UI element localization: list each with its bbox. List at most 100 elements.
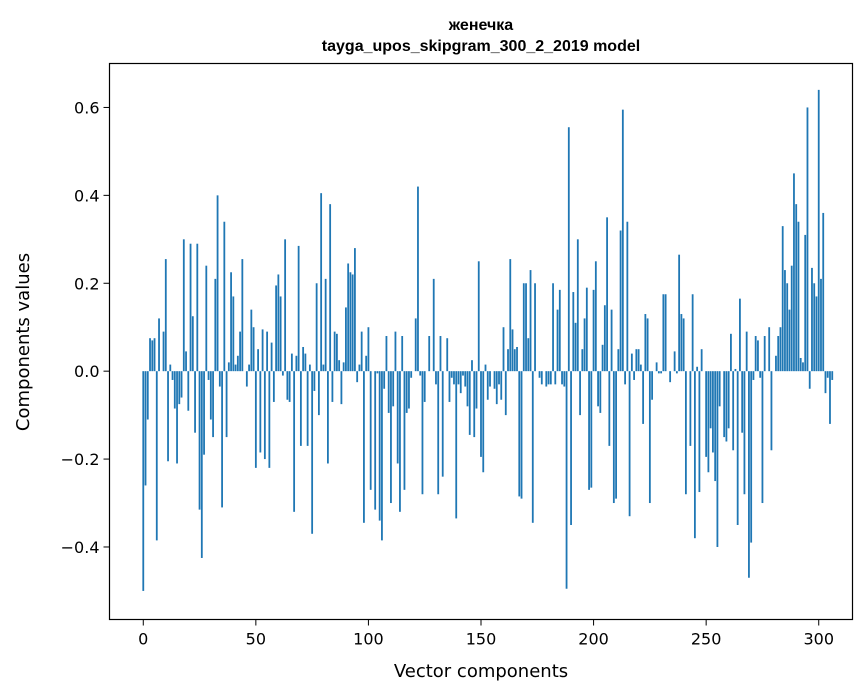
bar [241, 259, 244, 372]
bar [714, 371, 717, 482]
bar [763, 336, 766, 372]
bar [189, 243, 192, 372]
bar [682, 318, 685, 372]
bar [768, 327, 771, 372]
bar [358, 364, 361, 372]
bar [403, 371, 406, 490]
bar [259, 371, 262, 453]
bar [824, 371, 827, 394]
bar [525, 283, 527, 372]
bar [266, 331, 269, 372]
bar [637, 349, 640, 372]
bar [673, 351, 676, 372]
bar [315, 283, 318, 372]
bar [223, 221, 226, 372]
bar [795, 204, 798, 372]
bar [209, 371, 212, 420]
bar [680, 314, 683, 372]
bar [788, 309, 791, 372]
bar [284, 239, 287, 372]
bar [790, 265, 793, 372]
bar [203, 371, 205, 455]
bar [374, 371, 377, 510]
bar [621, 109, 624, 372]
bar [162, 331, 165, 372]
bar [421, 371, 424, 495]
x-tick-label: 250 [691, 630, 722, 649]
bar [786, 283, 789, 372]
bar [759, 371, 762, 378]
bar [603, 305, 606, 372]
bar [480, 371, 482, 457]
bar [628, 371, 631, 517]
bar [752, 371, 755, 380]
bar [784, 270, 786, 372]
bar [457, 371, 460, 385]
bar [693, 371, 696, 539]
bar [153, 338, 156, 372]
bar [518, 371, 521, 497]
bar [799, 357, 802, 372]
bar [815, 296, 818, 372]
bar [369, 371, 372, 490]
bar [185, 351, 187, 372]
bar [781, 226, 784, 372]
bar [588, 371, 590, 490]
bar [468, 371, 471, 435]
bar [754, 336, 757, 372]
bar [651, 371, 654, 400]
bar [475, 371, 478, 409]
bar [826, 371, 829, 378]
bar [558, 289, 561, 372]
bar [432, 278, 435, 372]
x-tick-label: 100 [353, 630, 384, 649]
bar [281, 371, 284, 376]
chart-title: женечка [448, 17, 513, 34]
bar [624, 371, 626, 385]
bar [615, 371, 617, 499]
bar [770, 371, 773, 451]
bar [381, 371, 383, 541]
bar [736, 371, 739, 525]
bar [630, 353, 633, 372]
bar [459, 371, 462, 394]
bar [439, 336, 442, 372]
bar [297, 245, 300, 372]
bar [144, 371, 147, 486]
bar [322, 364, 325, 372]
x-axis-ticks: 0 50 100 150 200 250 300 [138, 619, 834, 649]
bar [642, 371, 645, 424]
bar [594, 261, 597, 372]
x-tick-label: 150 [466, 630, 497, 649]
bar [700, 349, 703, 372]
bar [806, 107, 809, 372]
bar [511, 329, 514, 372]
bar [286, 371, 289, 400]
x-tick-label: 200 [578, 630, 609, 649]
bar [363, 371, 365, 523]
bar [734, 368, 737, 372]
bar [664, 294, 667, 372]
bar [489, 371, 491, 387]
bar [482, 371, 485, 473]
bar [572, 292, 575, 372]
bar [227, 362, 230, 372]
bar [207, 371, 210, 380]
bar [829, 371, 831, 424]
bar [340, 371, 343, 405]
bar [639, 364, 642, 372]
bar [149, 338, 151, 372]
bar [534, 283, 536, 372]
bar [320, 193, 323, 372]
x-axis-label: Vector components [394, 661, 568, 682]
bar [585, 287, 588, 372]
bar [804, 234, 807, 372]
bar [775, 355, 777, 372]
bar [347, 263, 350, 372]
bar [741, 371, 744, 433]
bar [345, 307, 347, 372]
bar [716, 371, 719, 547]
bar [329, 204, 332, 372]
bar [390, 371, 392, 504]
bar [597, 371, 599, 407]
